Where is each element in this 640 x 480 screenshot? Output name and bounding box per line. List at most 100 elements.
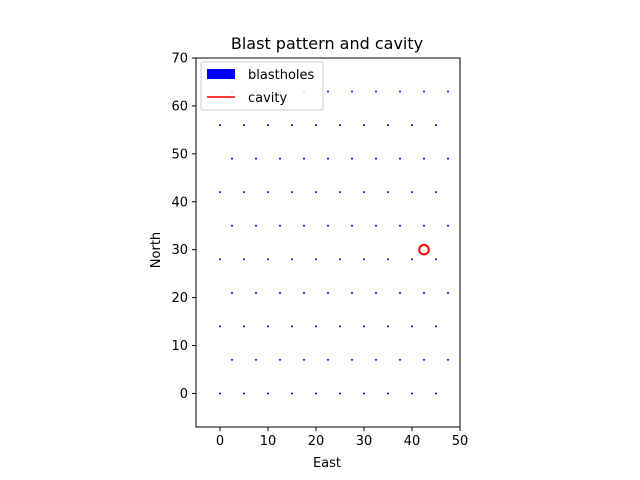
blasthole-point [327,90,329,93]
x-tick-label: 20 [308,434,325,449]
blasthole-point [291,258,293,261]
blasthole-point [303,358,305,361]
blasthole-point [363,325,365,328]
legend-label-cavity: cavity [248,91,288,106]
blasthole-point [399,358,401,361]
y-tick-label: 40 [171,195,188,210]
blasthole-point [279,358,281,361]
blasthole-point [435,191,437,194]
blasthole-point [219,191,221,194]
blasthole-point [375,90,377,93]
chart-title: Blast pattern and cavity [231,34,423,53]
y-tick-label: 20 [171,291,188,306]
x-tick-label: 30 [356,434,373,449]
y-tick-label: 30 [171,243,188,258]
blasthole-point [219,392,221,395]
blasthole-point [255,224,257,227]
blasthole-point [435,392,437,395]
blasthole-point [375,157,377,160]
blasthole-point [339,124,341,127]
blasthole-point [411,124,413,127]
blasthole-point [315,191,317,194]
blasthole-point [447,224,449,227]
plot-frame [195,57,461,428]
blasthole-point [219,325,221,328]
blasthole-point [243,325,245,328]
x-tick-label: 0 [216,434,224,449]
x-tick-label: 40 [404,434,421,449]
y-tick-label: 10 [171,339,188,354]
blasthole-point [267,124,269,127]
blasthole-point [351,157,353,160]
blasthole-point [243,124,245,127]
blasthole-point [351,224,353,227]
blasthole-point [411,258,413,261]
blasthole-point [411,191,413,194]
blasthole-point [255,291,257,294]
blasthole-point [327,291,329,294]
blasthole-point [423,157,425,160]
blasthole-point [399,157,401,160]
blasthole-point [399,224,401,227]
blasthole-point [255,358,257,361]
x-axis-label: East [313,456,341,471]
y-tick-label: 0 [180,387,188,402]
blasthole-point [267,191,269,194]
blasthole-point [291,392,293,395]
blasthole-point [231,157,233,160]
blasthole-point [387,191,389,194]
blasthole-point [243,191,245,194]
blasthole-point [435,325,437,328]
blasthole-point [423,224,425,227]
blasthole-point [243,258,245,261]
y-axis: 0 10 20 30 40 50 60 70 [171,52,196,402]
blasthole-point [447,157,449,160]
blasthole-point [375,358,377,361]
blasthole-point [291,191,293,194]
blasthole-point [447,291,449,294]
blasthole-point [315,124,317,127]
blasthole-point [423,90,425,93]
blasthole-point [351,291,353,294]
plot-area [195,57,461,428]
blasthole-point [219,124,221,127]
blasthole-point [339,325,341,328]
blasthole-point [387,392,389,395]
blasthole-point [435,124,437,127]
blasthole-point [219,258,221,261]
legend-label-blastholes: blastholes [248,68,315,83]
x-tick-label: 10 [260,434,277,449]
y-tick-label: 60 [171,99,188,114]
y-tick-label: 70 [171,52,188,67]
blasthole-point [351,90,353,93]
blasthole-point [435,258,437,261]
blasthole-point [231,291,233,294]
blasthole-point [279,291,281,294]
blasthole-point [411,325,413,328]
blasthole-point [279,224,281,227]
blasthole-point [267,258,269,261]
blasthole-point [303,224,305,227]
blasthole-point [387,325,389,328]
blasthole-point [327,157,329,160]
blasthole-point [315,258,317,261]
blasthole-point [447,358,449,361]
blasthole-point [447,90,449,93]
blasthole-point [279,157,281,160]
blasthole-point [363,124,365,127]
blasthole-point [387,124,389,127]
blasthole-point [351,358,353,361]
blasthole-point [363,258,365,261]
blasthole-point [231,224,233,227]
x-axis: 0 10 20 30 40 50 [216,427,468,449]
blasthole-point [423,358,425,361]
blasthole-point [315,392,317,395]
blasthole-point [399,90,401,93]
blasthole-point [243,392,245,395]
blasthole-point [291,124,293,127]
blasthole-point [375,291,377,294]
blasthole-point [399,291,401,294]
blasthole-point [267,392,269,395]
blasthole-point [423,291,425,294]
